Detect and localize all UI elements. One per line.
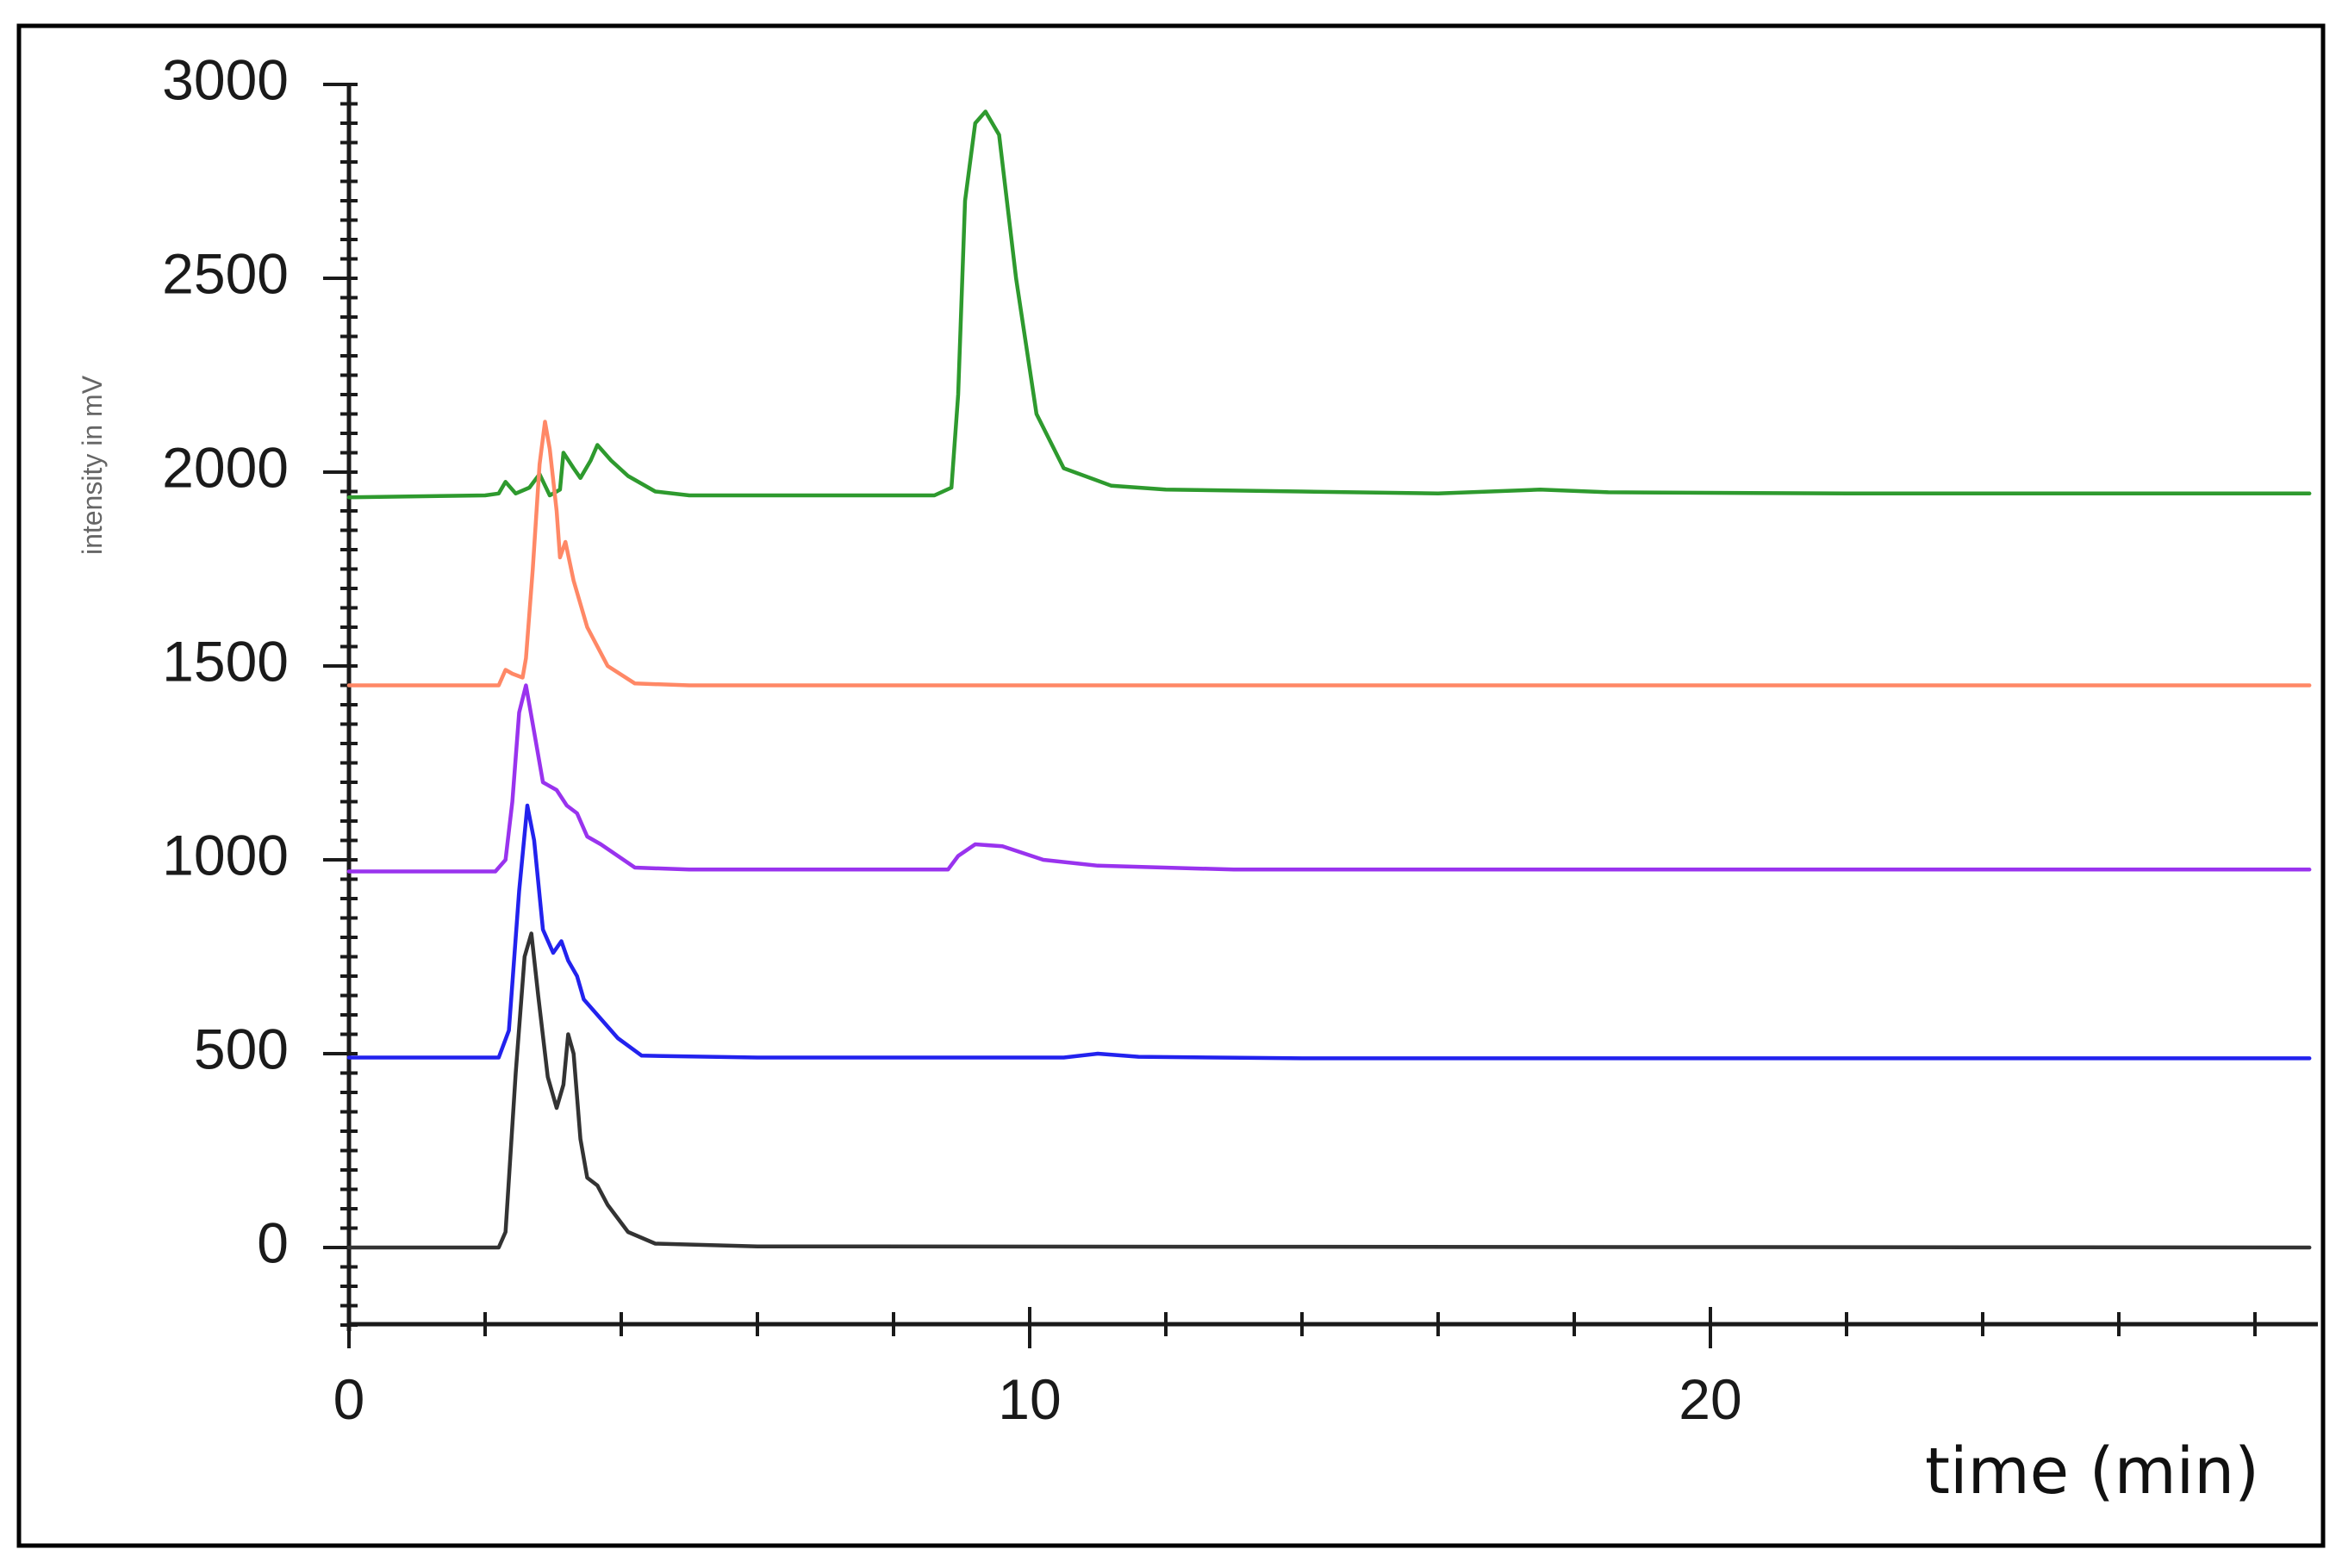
y-tick-label: 500 xyxy=(194,1017,289,1080)
y-axis: 0 500 1000 1500 2000 2500 3000 xyxy=(162,47,358,1331)
x-axis: 0 10 20 xyxy=(333,1307,2318,1431)
x-axis-label: time (min) xyxy=(1925,1434,2259,1509)
x-tick-label: 0 xyxy=(333,1367,365,1431)
y-tick-label: 0 xyxy=(257,1210,289,1274)
x-tick-label: 10 xyxy=(998,1367,1061,1431)
y-tick-label: 2000 xyxy=(162,435,289,499)
chromatogram-trace-4 xyxy=(346,803,2312,1061)
chromatogram-trace-3 xyxy=(346,683,2312,874)
y-tick-label: 2500 xyxy=(162,241,289,305)
y-tick-label: 1000 xyxy=(162,823,289,887)
y-axis-label: intensity in mV xyxy=(77,375,108,555)
chromatogram-trace-2 xyxy=(346,420,2312,688)
chromatogram-trace-5 xyxy=(346,931,2312,1250)
figure-frame xyxy=(16,23,2326,1548)
x-tick-label: 20 xyxy=(1679,1367,1741,1431)
series-layer xyxy=(346,109,2312,1250)
y-tick-label: 3000 xyxy=(162,47,289,111)
chromatogram-trace-1 xyxy=(346,109,2312,500)
y-tick-label: 1500 xyxy=(162,629,289,693)
